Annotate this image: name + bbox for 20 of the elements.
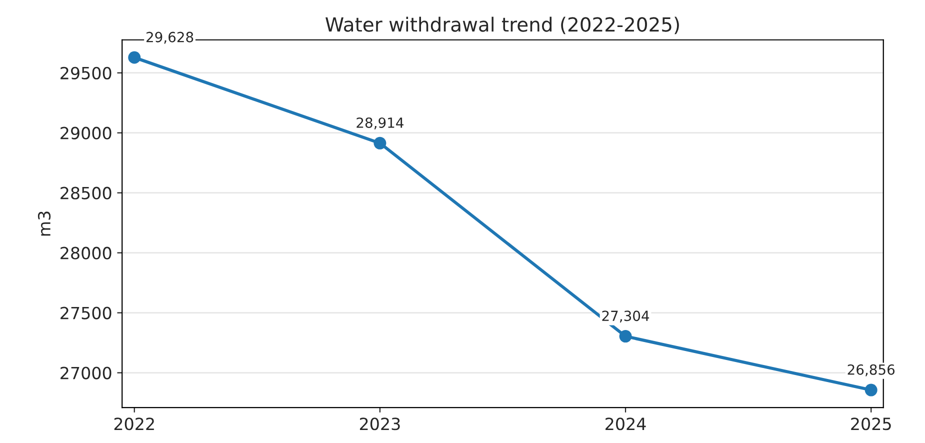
y-tick-label: 27000 — [60, 366, 112, 380]
data-label: 29,628 — [146, 32, 194, 44]
x-tick-label: 2022 — [114, 418, 154, 430]
y-axis-title: m3 — [38, 212, 51, 236]
x-tick-label: 2023 — [360, 418, 400, 430]
point — [619, 330, 632, 343]
data-label: 27,304 — [602, 310, 650, 323]
point — [864, 384, 878, 396]
y-tick-label: 29500 — [60, 66, 112, 80]
x-tick-label: 2025 — [851, 418, 891, 430]
x-tick-label: 2024 — [606, 418, 646, 430]
data-label: 28,914 — [356, 117, 404, 130]
y-tick-label: 28000 — [60, 246, 112, 260]
point — [128, 51, 141, 64]
y-tick-label: 28500 — [60, 186, 112, 200]
data-label: 26,856 — [848, 364, 895, 376]
chart-title: Water withdrawal trend (2022-2025) — [326, 16, 679, 34]
y-tick-label: 27500 — [60, 306, 112, 320]
point — [374, 136, 386, 150]
y-tick-label: 29000 — [60, 126, 112, 140]
